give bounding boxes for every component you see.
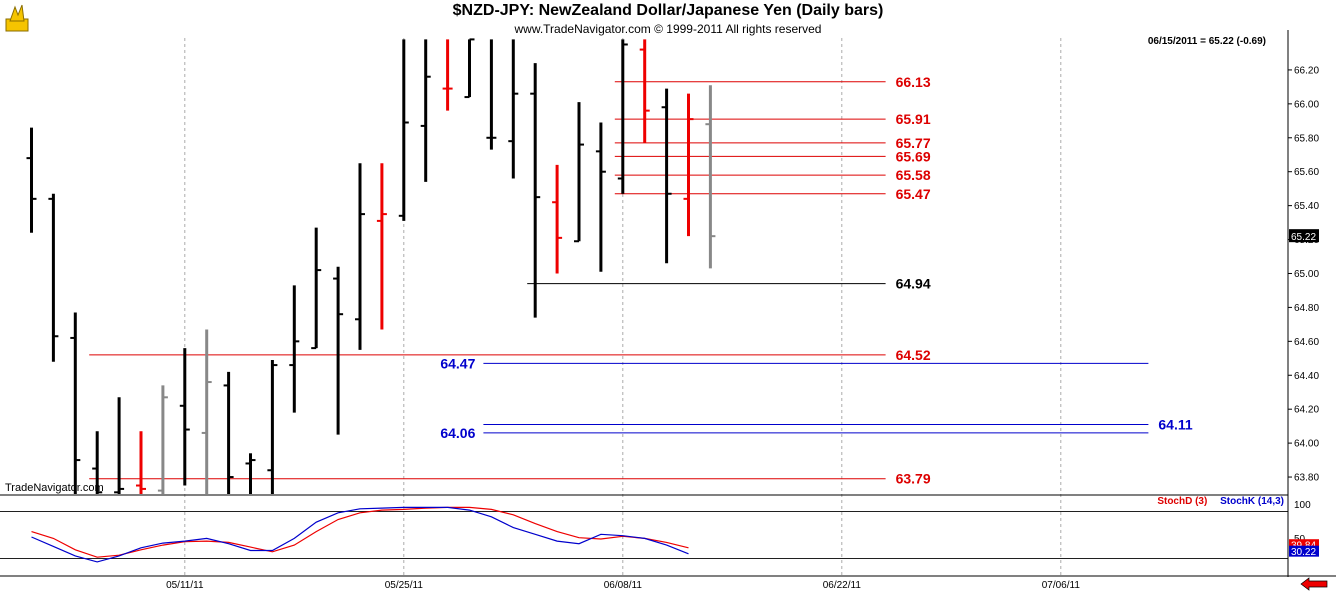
chart-title: $NZD-JPY: NewZealand Dollar/Japanese Yen…: [452, 2, 884, 19]
stoch-d-last-box: [1289, 539, 1319, 551]
stochastic-panel: 1005039.8430.22: [0, 500, 1319, 563]
ohlc-bar: [355, 163, 365, 350]
axes: 05/11/11 05/25/11 06/08/11 06/22/11 07/06/11…: [0, 30, 1336, 591]
y-tick-label: 63.80: [1294, 473, 1319, 484]
ohlc-bar: [683, 93, 694, 237]
level-label: 64.47: [440, 355, 475, 371]
level-label: 64.94: [896, 276, 931, 292]
ohlc-bar: [464, 38, 475, 99]
ohlc-bar: [70, 312, 81, 494]
ohlc-bar: [267, 359, 278, 494]
level-label: 64.11: [1158, 416, 1192, 432]
ohlc-bar: [398, 39, 409, 221]
ohlc-bar: [486, 39, 497, 150]
y-tick-label: 65.80: [1294, 133, 1319, 144]
ohlc-bar: [289, 285, 300, 413]
ohlc-bar: [705, 85, 716, 269]
trade-navigator-logo-icon[interactable]: [4, 3, 30, 33]
y-tick-label: 66.20: [1294, 65, 1319, 76]
ohlc-bar: [114, 397, 125, 494]
level-label: 64.52: [896, 347, 931, 363]
ohlc-bar: [508, 39, 519, 179]
ohlc-bar: [574, 102, 584, 243]
ohlc-bar: [661, 88, 672, 264]
price-bars: [26, 38, 716, 494]
level-label: 65.58: [896, 167, 931, 183]
x-tick-label: 05/11/11: [166, 580, 204, 591]
level-label: 65.91: [896, 111, 931, 127]
stoch-d-line: [31, 506, 689, 558]
y-tick-label: 64.80: [1294, 303, 1319, 314]
indicator-legend: StochD (3) StochK (14,3): [1147, 496, 1284, 507]
ohlc-bar: [333, 266, 344, 435]
watermark: TradeNavigator.com: [5, 482, 104, 494]
ohlc-bar: [530, 63, 541, 318]
level-label: 65.47: [896, 186, 931, 202]
y-tick-label: 64.20: [1294, 405, 1319, 416]
ohlc-bar: [157, 385, 168, 494]
last-price-readout: 06/15/2011 = 65.22 (-0.69): [1147, 36, 1266, 47]
ohlc-bar: [442, 39, 453, 111]
stoch-k-line: [31, 506, 689, 563]
stoch-k-last-box: [1289, 545, 1319, 557]
ohlc-bar: [245, 453, 256, 494]
ohlc-bar: [617, 39, 628, 194]
stoch-d-legend: StochD (3): [1157, 496, 1208, 507]
ohlc-bar: [201, 329, 212, 494]
last-price-box: [1289, 229, 1319, 243]
ohlc-bar: [223, 371, 234, 494]
last-price-label: 65.22: [1291, 232, 1316, 243]
x-tick-label: 06/08/11: [604, 580, 643, 591]
ohlc-bar: [552, 164, 563, 274]
copyright-text: www.TradeNavigator.com © 1999-2011 All r…: [514, 22, 822, 36]
ohlc-bar: [179, 348, 190, 486]
y-tick-label: 64.00: [1294, 439, 1319, 450]
x-tick-label: 06/22/11: [823, 580, 862, 591]
ohlc-bar: [311, 227, 322, 350]
y-tick-label: 64.60: [1294, 337, 1319, 348]
ohlc-bar: [26, 127, 37, 233]
stoch-y-tick-label: 100: [1294, 500, 1311, 511]
y-tick-label: 64.40: [1294, 371, 1319, 382]
x-tick-label: 07/06/11: [1042, 580, 1081, 591]
level-label: 65.69: [896, 148, 931, 164]
x-tick-label: 05/25/11: [385, 580, 424, 591]
ohlc-bar: [136, 431, 146, 494]
level-label: 64.06: [440, 425, 475, 441]
y-tick-label: 65.00: [1294, 269, 1319, 280]
stoch-k-legend: StochK (14,3): [1220, 496, 1284, 507]
level-label: 63.79: [896, 471, 931, 487]
ohlc-bar: [595, 122, 606, 272]
y-tick-label: 65.40: [1294, 201, 1319, 212]
y-tick-label: 66.00: [1294, 99, 1319, 110]
level-label: 66.13: [896, 74, 931, 90]
ohlc-bar: [420, 39, 431, 182]
y-tick-label: 65.60: [1294, 167, 1319, 178]
stoch-k-last-label: 30.22: [1291, 547, 1316, 558]
ohlc-bar: [376, 163, 387, 330]
red-left-arrow-icon[interactable]: [1300, 577, 1328, 591]
ohlc-bar: [92, 431, 103, 494]
ohlc-bar: [48, 193, 59, 362]
level-label: 65.77: [896, 135, 931, 151]
ohlc-bar: [639, 39, 650, 143]
